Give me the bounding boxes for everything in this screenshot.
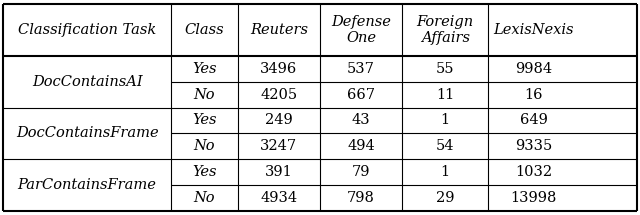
Text: Foreign
Affairs: Foreign Affairs [417, 15, 474, 45]
Text: 43: 43 [352, 113, 371, 127]
Text: No: No [194, 191, 215, 205]
Text: 13998: 13998 [511, 191, 557, 205]
Text: 29: 29 [436, 191, 454, 205]
Text: Yes: Yes [192, 165, 216, 179]
Text: 249: 249 [265, 113, 292, 127]
Text: DocContainsAI: DocContainsAI [32, 75, 143, 89]
Text: Defense
One: Defense One [332, 15, 391, 45]
Text: DocContainsFrame: DocContainsFrame [16, 126, 159, 140]
Text: 11: 11 [436, 88, 454, 102]
Text: 1: 1 [440, 165, 450, 179]
Text: 4205: 4205 [260, 88, 298, 102]
Text: 9984: 9984 [515, 62, 552, 76]
Text: 3247: 3247 [260, 139, 298, 153]
Text: 391: 391 [265, 165, 292, 179]
Text: 537: 537 [348, 62, 375, 76]
Text: 9335: 9335 [515, 139, 552, 153]
Text: LexisNexis: LexisNexis [493, 23, 574, 37]
Text: 16: 16 [525, 88, 543, 102]
Text: 4934: 4934 [260, 191, 298, 205]
Text: ParContainsFrame: ParContainsFrame [18, 178, 157, 192]
Text: 1: 1 [440, 113, 450, 127]
Text: 667: 667 [347, 88, 375, 102]
Text: Classification Task: Classification Task [18, 23, 156, 37]
Text: No: No [194, 139, 215, 153]
Text: 54: 54 [436, 139, 454, 153]
Text: 494: 494 [348, 139, 375, 153]
Text: Yes: Yes [192, 113, 216, 127]
Text: Class: Class [184, 23, 224, 37]
Text: Yes: Yes [192, 62, 216, 76]
Text: 3496: 3496 [260, 62, 298, 76]
Text: 55: 55 [436, 62, 454, 76]
Text: 798: 798 [348, 191, 375, 205]
Text: No: No [194, 88, 215, 102]
Text: Reuters: Reuters [250, 23, 308, 37]
Text: 1032: 1032 [515, 165, 552, 179]
Text: 649: 649 [520, 113, 548, 127]
Text: 79: 79 [352, 165, 371, 179]
